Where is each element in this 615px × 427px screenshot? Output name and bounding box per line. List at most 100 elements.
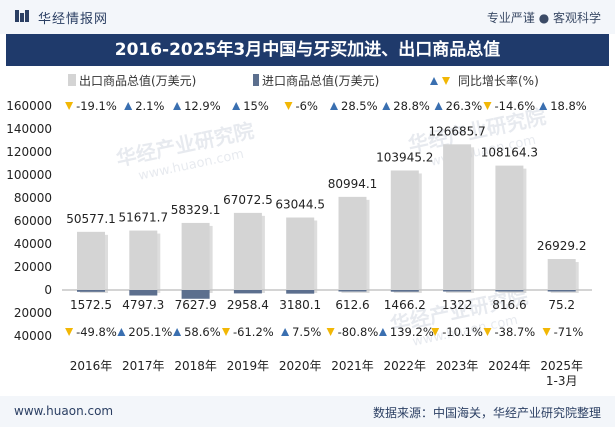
down-arrow-icon [431,328,440,336]
x-tick-label: 2024年 [488,359,531,373]
footer-url: www.huaon.com [14,404,114,418]
import-growth-label-text: 139.2% [390,325,434,339]
top-banner: 华经情报网 专业严谨 ● 客观科学 [0,0,615,34]
chart-legend: 出口商品总值(万美元) 进口商品总值(万美元) 同比增长率(%) [0,72,615,90]
x-tick-label: 2018年 [174,359,217,373]
legend-import-swatch [253,74,259,86]
site-tagline: 专业严谨 ● 客观科学 [486,11,601,25]
export-value-label: 103945.2 [376,150,433,164]
legend-export-swatch [68,74,76,86]
down-arrow-icon [326,328,335,336]
export-growth-label: -19.1% [65,99,117,113]
data-labels: 50577.1 1572.5 -19.1% -49.8% 51671.7 4797.3 2.… [65,99,587,339]
y-tick-label: 20000 [14,306,52,320]
brand-logo-icon [15,10,29,22]
import-growth-label: 205.1% [117,325,172,339]
export-value-label: 80994.1 [328,177,378,191]
import-growth-label-text: -71% [554,325,584,339]
export-bar [443,144,472,290]
export-growth-label: 18.8% [539,99,587,113]
up-arrow-icon [117,328,126,336]
import-value-label: 75.2 [548,298,575,312]
import-growth-label: -49.8% [65,325,117,339]
export-bar [181,222,210,290]
export-growth-label-text: 15% [243,99,269,113]
export-growth-label: 15% [232,99,269,113]
down-arrow-icon [483,328,492,336]
legend-import: 进口商品总值(万美元) [253,72,379,89]
export-growth-label-text: -19.1% [76,99,117,113]
legend-export-label: 出口商品总值(万美元) [79,74,197,88]
bottom-banner: www.huaon.com 数据来源：中国海关，华经产业研究院整理 [0,396,615,427]
import-value-label: 4797.3 [122,298,164,312]
import-growth-label-text: -49.8% [76,325,117,339]
y-tick-label: 140000 [6,122,52,136]
import-value-label: 612.6 [335,298,369,312]
export-bar [338,196,367,290]
import-value-label: 1466.2 [384,298,426,312]
legend-growth-label: 同比增长率(%) [458,74,539,88]
y-tick-label: 0 [44,283,52,297]
import-bar [443,290,472,292]
legend-growth: 同比增长率(%) [429,72,539,89]
down-arrow-icon [222,328,230,336]
legend-up-down-icon [430,77,450,85]
export-growth-label-text: 2.1% [135,99,164,113]
export-bar [286,217,315,290]
up-arrow-icon [173,102,182,110]
import-value-label: 1572.5 [70,298,112,312]
import-bar [495,290,524,292]
export-value-label: 51671.7 [118,211,168,225]
export-growth-label: -14.6% [483,99,536,113]
down-arrow-icon [542,328,551,336]
import-growth-label: 7.5% [281,325,321,339]
import-growth-label: 139.2% [378,325,434,339]
export-growth-label-text: 18.8% [550,99,587,113]
import-value-label: 3180.1 [279,298,321,312]
up-arrow-icon [382,102,391,110]
chart-title: 2016-2025年3月中国与牙买加进、出口商品总值 [6,34,609,66]
import-growth-label-text: 205.1% [128,325,172,339]
down-arrow-icon [284,102,293,110]
export-growth-label: 28.5% [330,99,378,113]
x-tick-label: 2023年 [436,359,479,373]
import-growth-label-text: -38.7% [495,325,536,339]
export-value-label: 63044.5 [275,197,325,211]
up-arrow-icon [434,102,443,110]
export-value-label: 108164.3 [481,146,538,160]
x-tick-label: 2025年 [540,359,583,373]
export-growth-label: 12.9% [173,99,221,113]
export-value-label: 50577.1 [66,212,116,226]
export-bar [495,165,524,290]
x-tick-label: 2017年 [122,359,165,373]
y-tick-label: 80000 [14,191,52,205]
up-arrow-icon [232,102,241,110]
import-growth-label-text: 58.6% [184,325,221,339]
bars [77,144,579,299]
import-bar [233,290,262,294]
up-arrow-icon [281,328,290,336]
export-growth-label-text: 28.5% [341,99,378,113]
site-name: 华经情报网 [38,12,109,27]
export-growth-label-text: 26.3% [446,99,483,113]
import-growth-label: -10.1% [431,325,483,339]
import-bar [77,290,105,292]
x-tick-label: 2019年 [227,359,270,373]
y-tick-label: 160000 [6,99,52,113]
x-axis: 2016年 2017年 2018年 2019年 2020年 2021年 2022年 2023年… [70,359,583,388]
import-value-label: 1322 [442,298,473,312]
import-bar [286,290,315,294]
legend-import-label: 进口商品总值(万美元) [262,74,380,88]
legend-export: 出口商品总值(万美元) [68,72,196,89]
y-tick-label: 40000 [14,329,52,343]
x-tick-label: 2020年 [279,359,322,373]
x-tick-label: 1-3月 [546,374,578,388]
export-growth-label: 2.1% [124,99,164,113]
export-growth-label-text: -14.6% [495,99,536,113]
y-tick-label: 60000 [14,214,52,228]
up-arrow-icon [124,102,133,110]
export-bar [390,170,419,290]
y-tick-label: 100000 [6,168,52,182]
